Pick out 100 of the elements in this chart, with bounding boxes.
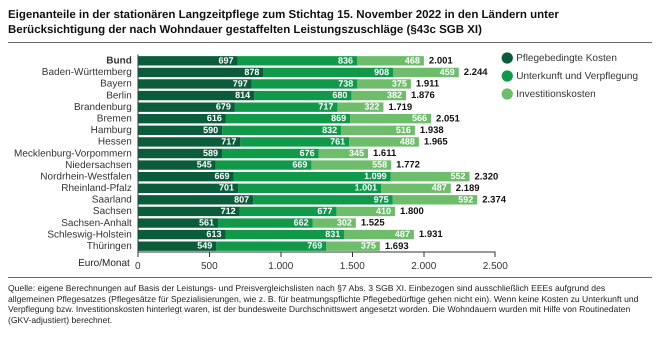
bar bbox=[138, 114, 226, 124]
bar bbox=[138, 242, 216, 251]
data-label: 677 bbox=[317, 206, 332, 216]
bar bbox=[336, 206, 396, 216]
data-label: 1.001 bbox=[354, 182, 378, 193]
data-label: 807 bbox=[234, 194, 250, 204]
y-tick-label: Thüringen bbox=[86, 240, 132, 252]
total-label: 2.320 bbox=[474, 171, 498, 182]
x-tick-label: 500 bbox=[200, 260, 218, 272]
data-label: 616 bbox=[206, 113, 222, 124]
data-label: 680 bbox=[332, 90, 348, 100]
y-tick-label: Bayern bbox=[100, 78, 132, 90]
data-label: 302 bbox=[336, 218, 352, 228]
bar bbox=[216, 160, 312, 170]
bar bbox=[390, 172, 470, 182]
data-label: 345 bbox=[348, 148, 364, 158]
data-label: 832 bbox=[322, 124, 338, 135]
bar bbox=[350, 114, 432, 124]
data-label: 487 bbox=[432, 182, 447, 193]
bar bbox=[253, 195, 393, 205]
bar bbox=[392, 195, 478, 205]
data-label: 590 bbox=[203, 124, 218, 135]
bar bbox=[344, 230, 414, 240]
y-tick-label: Schleswig-Holstein bbox=[47, 229, 132, 240]
y-tick-label: Hessen bbox=[98, 136, 132, 148]
bar bbox=[216, 242, 326, 251]
data-label: 322 bbox=[364, 102, 380, 112]
total-label: 2.001 bbox=[428, 55, 454, 66]
data-label: 831 bbox=[325, 229, 340, 240]
source-note: Quelle: eigene Berechnungen auf Basis der Leistungs- und Preisvergleichslisten nach §7 Abs. 3 SGB XI. Einbezogen sind ausschließlich EEEs aufgrund des allgemeinen Pflegesatzes (Pflegesätze für Spezialisierungen, wie z. B. für beatmungspflichte Pflegebedürftige gehen nicht ein). Wenn keine Kosten zu Unterkunft und Verpflegung bzw. Investitionskosten hinterlegt waren, ist der bundesweite Durchschnittswert angesetzt worden. Die Wohndauern wurden mit Hilfe von Routinedaten (GKV-adjustiert) berechnet. bbox=[8, 283, 640, 325]
bar bbox=[225, 230, 344, 240]
bar bbox=[240, 206, 336, 216]
y-tick-label: Rheinland-Pfalz bbox=[61, 183, 132, 194]
data-label: 410 bbox=[376, 206, 392, 216]
bar bbox=[381, 184, 451, 193]
bar bbox=[138, 195, 254, 205]
y-tick-label: Niedersachsen bbox=[65, 160, 132, 171]
total-label: 1.611 bbox=[373, 148, 397, 160]
bar bbox=[138, 56, 238, 66]
data-label: 701 bbox=[219, 182, 234, 193]
legend-label: Unterkunft und Verpflegung bbox=[516, 70, 638, 82]
data-label: 488 bbox=[400, 136, 415, 146]
y-tick-label: Saarland bbox=[92, 194, 132, 206]
data-label: 549 bbox=[197, 240, 212, 251]
y-tick-label: Baden-Württemberg bbox=[42, 67, 132, 78]
y-tick-label: Berlin bbox=[106, 90, 132, 102]
data-label: 869 bbox=[331, 113, 346, 124]
x-tick-label: 1.000 bbox=[268, 260, 294, 272]
total-label: 1.693 bbox=[384, 240, 409, 252]
bar bbox=[311, 160, 392, 170]
y-tick-label: Brandenburg bbox=[74, 102, 132, 113]
legend-label: Investitionskosten bbox=[516, 88, 596, 100]
total-label: 1.800 bbox=[400, 206, 424, 218]
data-label: 459 bbox=[440, 66, 455, 77]
bar bbox=[240, 137, 350, 147]
data-label: 613 bbox=[206, 229, 222, 240]
bar bbox=[349, 137, 419, 147]
x-axis-title: Euro/Monat bbox=[78, 258, 130, 269]
y-tick-label: Bremen bbox=[96, 113, 132, 124]
data-label: 545 bbox=[196, 160, 212, 170]
data-label: 592 bbox=[458, 194, 474, 204]
total-label: 1.525 bbox=[360, 218, 386, 229]
bar bbox=[138, 68, 264, 78]
data-label: 717 bbox=[318, 102, 334, 112]
x-tick-label: 0 bbox=[135, 260, 142, 272]
bar bbox=[237, 56, 357, 66]
data-label: 975 bbox=[374, 194, 389, 204]
data-label: 769 bbox=[307, 240, 322, 251]
y-tick-label: Sachsen bbox=[92, 206, 132, 218]
data-label: 878 bbox=[244, 66, 260, 77]
bar bbox=[138, 102, 235, 112]
data-label: 662 bbox=[294, 218, 309, 228]
legend-label: Pflegebedingte Kosten bbox=[516, 52, 617, 64]
bar bbox=[238, 184, 382, 193]
data-label: 697 bbox=[218, 55, 234, 66]
data-label: 761 bbox=[330, 136, 346, 146]
y-tick-label: Mecklenburg-Vorpommern bbox=[14, 148, 132, 160]
total-label: 1.772 bbox=[396, 160, 420, 171]
data-label: 382 bbox=[387, 90, 402, 100]
data-label: 375 bbox=[392, 78, 407, 88]
total-label: 2.051 bbox=[436, 113, 461, 124]
bar bbox=[138, 79, 252, 89]
x-tick-label: 1.500 bbox=[340, 260, 366, 272]
total-label: 1.911 bbox=[416, 78, 440, 90]
data-label: 375 bbox=[360, 240, 376, 251]
bar bbox=[138, 206, 240, 216]
data-label: 814 bbox=[235, 90, 250, 100]
data-label: 669 bbox=[214, 171, 230, 182]
bar bbox=[254, 90, 352, 100]
data-label: 487 bbox=[394, 229, 410, 240]
bar bbox=[138, 172, 234, 182]
data-label: 712 bbox=[220, 206, 236, 216]
x-tick-label: 2.500 bbox=[482, 260, 508, 272]
bar bbox=[393, 68, 459, 78]
data-label: 468 bbox=[404, 55, 420, 66]
total-label: 2.244 bbox=[464, 67, 488, 78]
data-label: 589 bbox=[203, 148, 218, 158]
total-label: 1.719 bbox=[388, 102, 412, 113]
data-label: 738 bbox=[338, 78, 354, 88]
y-tick-label: Bund bbox=[106, 56, 132, 67]
